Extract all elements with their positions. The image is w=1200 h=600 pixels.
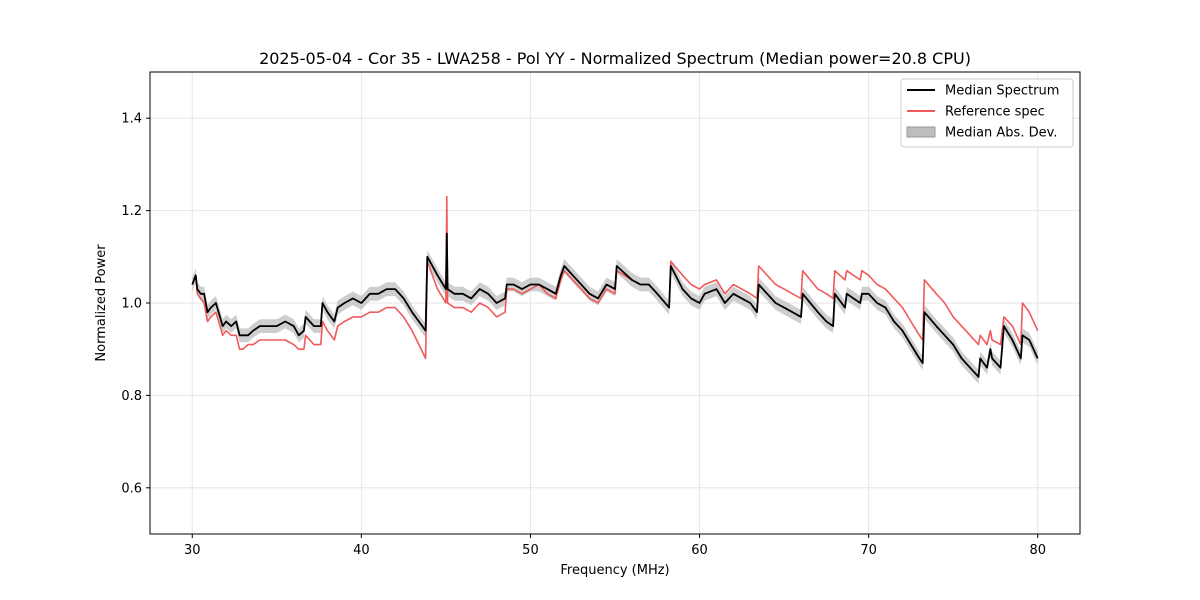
y-tick-label: 1.2 [121, 204, 142, 219]
x-tick-label: 60 [691, 543, 708, 558]
y-axis-label: Normalized Power [94, 244, 109, 362]
y-tick-label: 0.8 [121, 389, 142, 404]
median-spectrum-line [191, 232, 1039, 378]
legend-label-median-abs-dev: Median Abs. Dev. [945, 126, 1057, 141]
reference-spec-line [191, 195, 1039, 360]
mad-band [192, 226, 1038, 384]
x-tick-label: 30 [184, 543, 201, 558]
plot-area [191, 195, 1039, 384]
legend: Median Spectrum Reference spec Median Ab… [900, 78, 1074, 148]
legend-label-reference-spec: Reference spec [945, 105, 1045, 120]
x-tick-label: 80 [1029, 543, 1046, 558]
legend-label-median-spectrum: Median Spectrum [945, 84, 1059, 99]
x-tick-label: 70 [860, 543, 877, 558]
x-tick-label: 50 [522, 543, 539, 558]
chart-title: 2025-05-04 - Cor 35 - LWA258 - Pol YY - … [259, 49, 971, 68]
y-tick-label: 0.6 [121, 481, 142, 496]
legend-box [900, 78, 1074, 148]
x-tick-label: 40 [353, 543, 370, 558]
legend-swatch-median-abs-dev [906, 126, 936, 138]
y-tick-label: 1.4 [121, 112, 142, 127]
ticks: 30 40 50 60 70 80 0.6 0.8 1.0 1.2 1.4 [121, 112, 1046, 558]
x-axis-label: Frequency (MHz) [560, 563, 669, 578]
y-tick-label: 1.0 [121, 297, 142, 312]
